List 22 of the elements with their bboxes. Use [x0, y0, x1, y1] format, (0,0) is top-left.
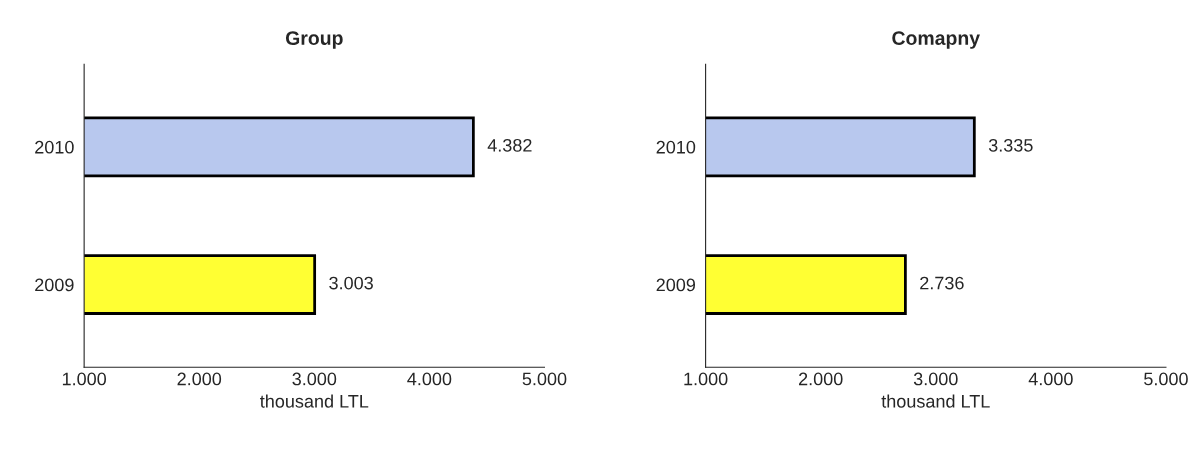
data-label: 3.003: [329, 276, 373, 290]
x-tick-label: 5.000: [522, 372, 567, 386]
x-tick-label: 2.000: [799, 372, 843, 386]
x-tick-label: 3.000: [292, 372, 337, 386]
chart-title: Group: [285, 31, 343, 49]
x-tick-label: 4.000: [407, 372, 452, 386]
chart-title: Comapny: [892, 31, 980, 49]
x-axis-title: thousand LTL: [881, 394, 990, 408]
y-tick-label: 2009: [35, 278, 74, 292]
data-label: 3.335: [988, 138, 1033, 152]
x-tick-label: 1.000: [684, 372, 728, 386]
y-tick-label: 2009: [656, 278, 696, 292]
x-tick-label: 2.000: [177, 372, 222, 386]
y-tick-label: 2010: [35, 140, 74, 154]
x-tick-label: 1.000: [62, 372, 107, 386]
data-label: 2.736: [920, 276, 964, 290]
data-label: 4.382: [487, 138, 532, 152]
x-tick-label: 4.000: [1028, 372, 1073, 386]
x-tick-label: 3.000: [913, 372, 958, 386]
x-axis-title: thousand LTL: [260, 394, 369, 408]
x-tick-label: 5.000: [1144, 372, 1188, 386]
y-tick-label: 2010: [656, 140, 696, 154]
